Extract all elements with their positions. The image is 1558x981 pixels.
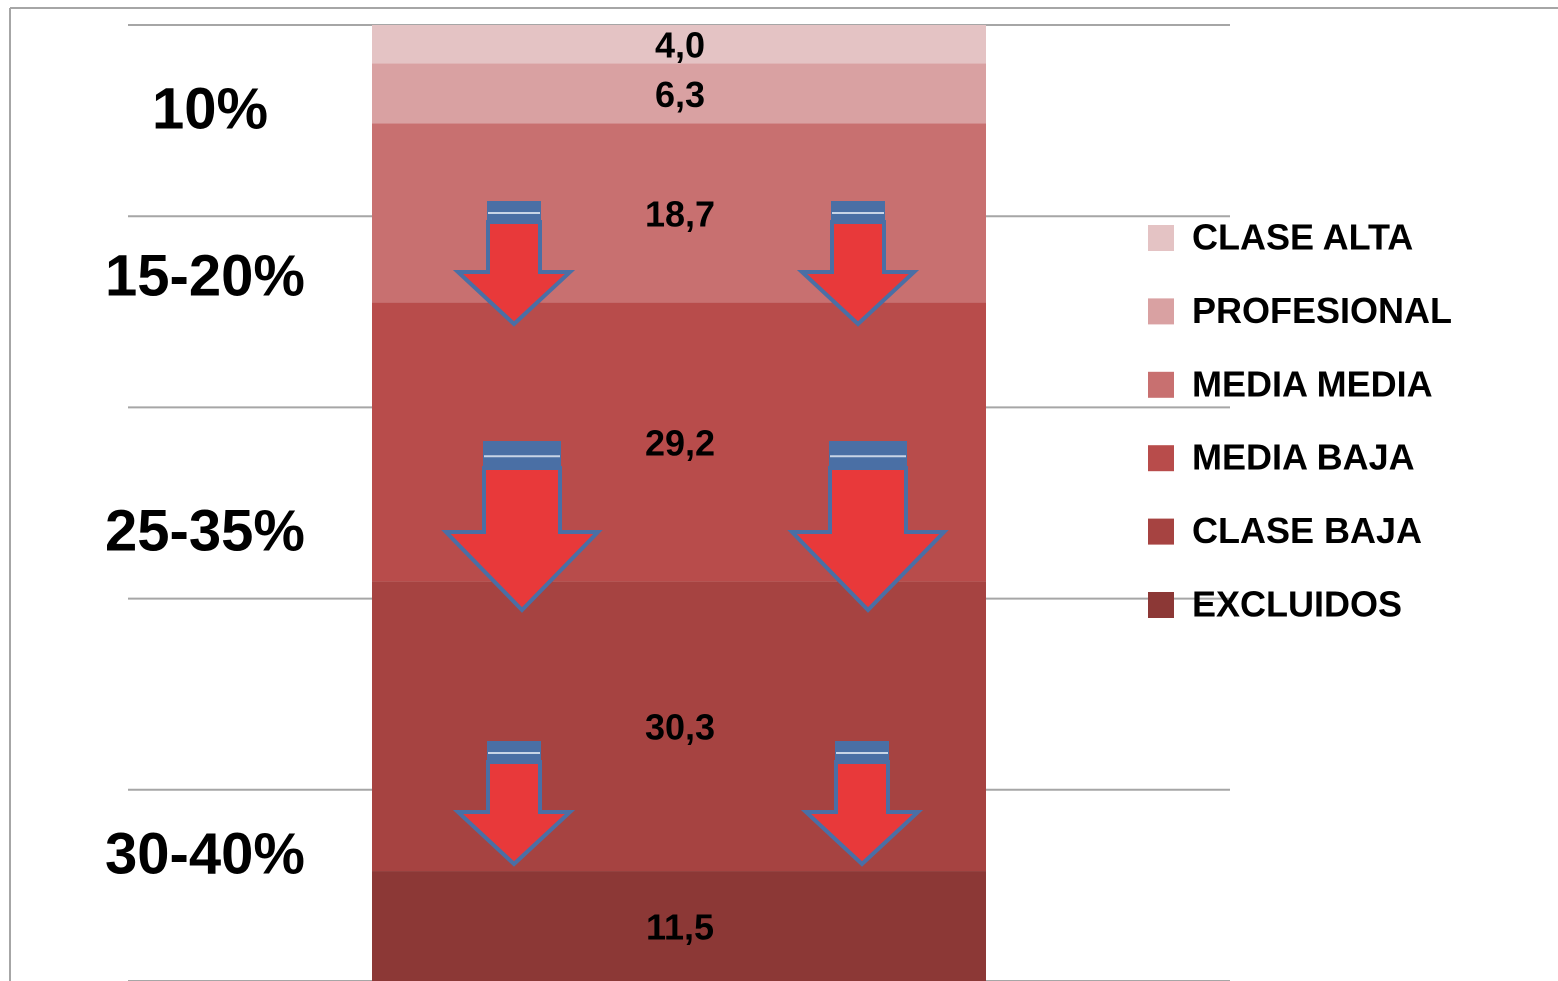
legend-label: PROFESIONAL xyxy=(1192,290,1452,331)
data-label: 6,3 xyxy=(655,74,705,115)
legend-swatch xyxy=(1148,445,1174,472)
arrow xyxy=(452,220,576,327)
data-label: 4,0 xyxy=(655,25,705,66)
annotation: 10% xyxy=(152,76,268,141)
arrow xyxy=(787,466,949,613)
legend-label: CLASE ALTA xyxy=(1192,217,1413,258)
annotation: 25-35% xyxy=(105,498,305,563)
data-label: 29,2 xyxy=(645,422,715,463)
legend-swatch xyxy=(1148,518,1174,545)
legend-swatch xyxy=(1148,371,1174,398)
arrow xyxy=(796,220,920,327)
legend-label: CLASE BAJA xyxy=(1192,510,1422,551)
legend-label: MEDIA MEDIA xyxy=(1192,363,1433,404)
labels: 11,5 30,3 29,2 18,7 6,3 4,0 xyxy=(645,25,715,948)
bar-segment xyxy=(372,63,986,124)
annotation: 15-20% xyxy=(105,243,305,308)
arrow xyxy=(452,760,576,867)
annotation: 30-40% xyxy=(105,821,305,886)
legend-label: EXCLUIDOS xyxy=(1192,584,1402,625)
legend-swatch xyxy=(1148,225,1174,251)
arrow-cap xyxy=(483,441,561,469)
legend-swatch xyxy=(1148,298,1174,325)
arrow-cap xyxy=(829,441,907,469)
data-label: 18,7 xyxy=(645,193,715,234)
bar-segment xyxy=(372,25,986,64)
legend-swatch xyxy=(1148,592,1174,618)
arrow xyxy=(800,760,924,867)
data-label: 11,5 xyxy=(646,907,714,948)
arrow xyxy=(441,466,603,613)
arrows xyxy=(441,201,949,867)
data-label: 30,3 xyxy=(645,707,715,748)
bar-segment xyxy=(372,871,986,981)
legend-label: MEDIA BAJA xyxy=(1192,437,1415,478)
